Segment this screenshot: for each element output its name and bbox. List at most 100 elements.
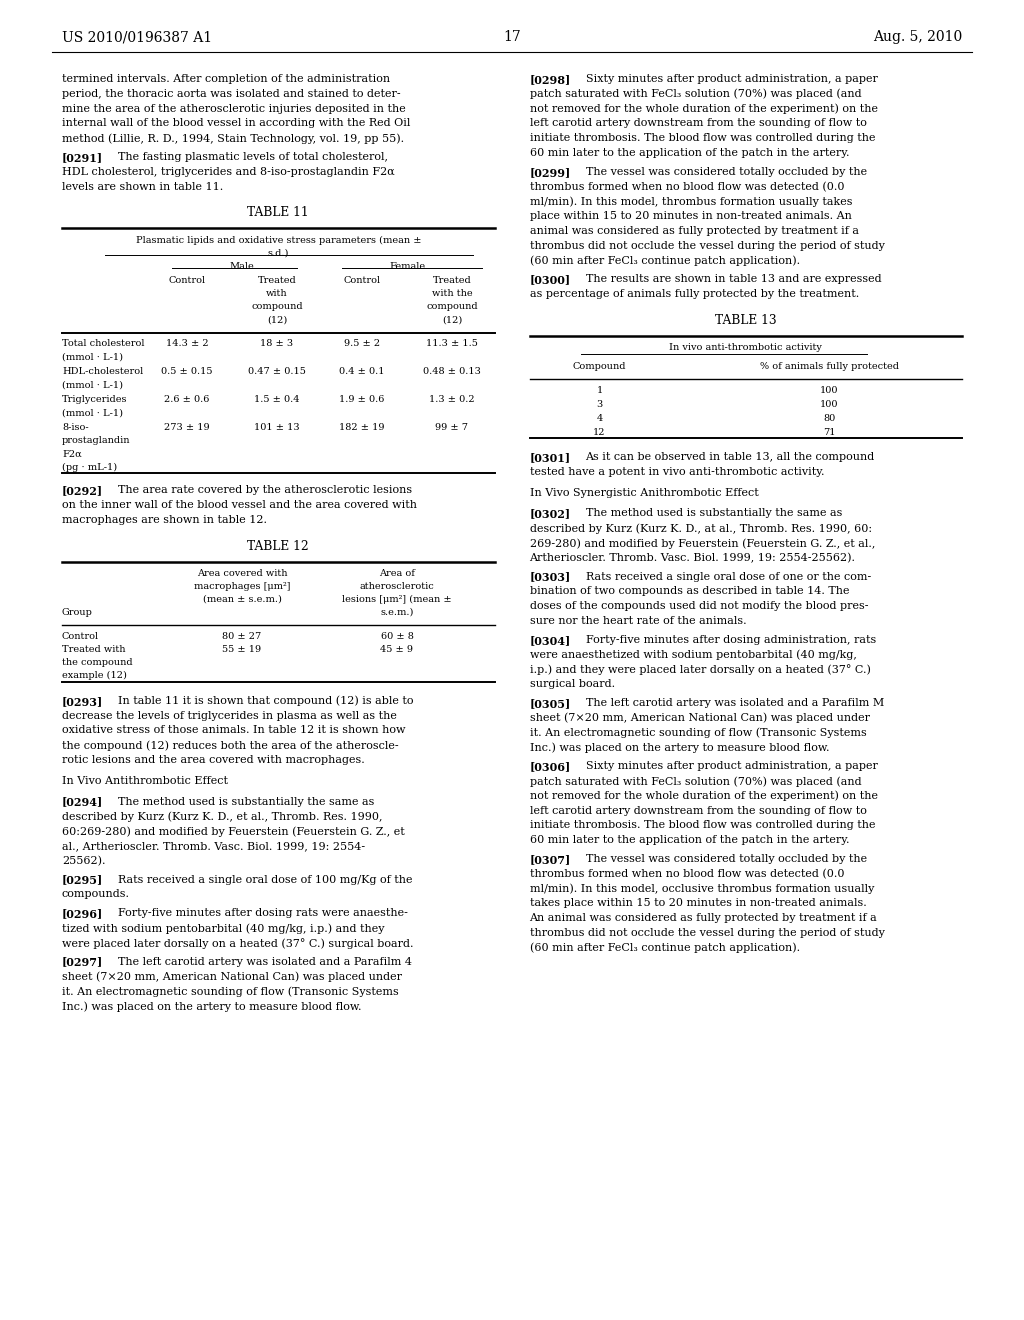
Text: animal was considered as fully protected by treatment if a: animal was considered as fully protected… <box>529 226 858 236</box>
Text: In vivo anti-thrombotic activity: In vivo anti-thrombotic activity <box>670 343 822 352</box>
Text: [0298]: [0298] <box>529 74 570 84</box>
Text: example (12): example (12) <box>62 671 127 680</box>
Text: not removed for the whole duration of the experiment) on the: not removed for the whole duration of th… <box>529 103 878 114</box>
Text: In Vivo Antithrombotic Effect: In Vivo Antithrombotic Effect <box>62 776 228 785</box>
Text: 269-280) and modified by Feuerstein (Feuerstein G. Z., et al.,: 269-280) and modified by Feuerstein (Feu… <box>529 539 874 549</box>
Text: 71: 71 <box>823 428 836 437</box>
Text: Aug. 5, 2010: Aug. 5, 2010 <box>872 30 962 44</box>
Text: doses of the compounds used did not modify the blood pres-: doses of the compounds used did not modi… <box>529 601 868 611</box>
Text: 14.3 ± 2: 14.3 ± 2 <box>166 339 208 348</box>
Text: 99 ± 7: 99 ± 7 <box>435 424 469 433</box>
Text: (mmol · L-1): (mmol · L-1) <box>62 408 123 417</box>
Text: TABLE 11: TABLE 11 <box>248 206 309 219</box>
Text: % of animals fully protected: % of animals fully protected <box>760 362 899 371</box>
Text: lesions [μm²] (mean ±: lesions [μm²] (mean ± <box>342 595 452 605</box>
Text: [0300]: [0300] <box>529 275 570 285</box>
Text: 0.4 ± 0.1: 0.4 ± 0.1 <box>339 367 385 376</box>
Text: Sixty minutes after product administration, a paper: Sixty minutes after product administrati… <box>586 74 878 84</box>
Text: 80 ± 27: 80 ± 27 <box>222 632 261 640</box>
Text: Control: Control <box>168 276 206 285</box>
Text: 60 min later to the application of the patch in the artery.: 60 min later to the application of the p… <box>529 148 849 158</box>
Text: thrombus did not occlude the vessel during the period of study: thrombus did not occlude the vessel duri… <box>529 240 885 251</box>
Text: Forty-five minutes after dosing administration, rats: Forty-five minutes after dosing administ… <box>586 635 876 644</box>
Text: 17: 17 <box>503 30 521 44</box>
Text: The left carotid artery was isolated and a Parafilm 4: The left carotid artery was isolated and… <box>118 957 412 966</box>
Text: ml/min). In this model, occlusive thrombus formation usually: ml/min). In this model, occlusive thromb… <box>529 883 873 894</box>
Text: [0301]: [0301] <box>529 451 570 463</box>
Text: (pg · mL-1): (pg · mL-1) <box>62 462 117 471</box>
Text: atherosclerotic: atherosclerotic <box>359 582 434 591</box>
Text: thrombus formed when no blood flow was detected (0.0: thrombus formed when no blood flow was d… <box>529 869 844 879</box>
Text: 8-iso-: 8-iso- <box>62 424 89 433</box>
Text: [0292]: [0292] <box>62 486 103 496</box>
Text: bination of two compounds as described in table 14. The: bination of two compounds as described i… <box>529 586 849 597</box>
Text: sheet (7×20 mm, American National Can) was placed under: sheet (7×20 mm, American National Can) w… <box>529 713 869 723</box>
Text: In Vivo Synergistic Anithrombotic Effect: In Vivo Synergistic Anithrombotic Effect <box>529 487 758 498</box>
Text: initiate thrombosis. The blood flow was controlled during the: initiate thrombosis. The blood flow was … <box>529 133 874 143</box>
Text: 1: 1 <box>596 385 603 395</box>
Text: 3: 3 <box>596 400 603 409</box>
Text: [0302]: [0302] <box>529 508 570 519</box>
Text: (60 min after FeCl₃ continue patch application).: (60 min after FeCl₃ continue patch appli… <box>529 942 800 953</box>
Text: prostaglandin: prostaglandin <box>62 437 130 445</box>
Text: Treated: Treated <box>258 276 296 285</box>
Text: 45 ± 9: 45 ± 9 <box>381 644 414 653</box>
Text: 2.6 ± 0.6: 2.6 ± 0.6 <box>164 396 210 404</box>
Text: 0.48 ± 0.13: 0.48 ± 0.13 <box>423 367 481 376</box>
Text: Total cholesterol: Total cholesterol <box>62 339 144 348</box>
Text: Group: Group <box>62 607 93 616</box>
Text: [0294]: [0294] <box>62 796 103 808</box>
Text: Area of: Area of <box>379 569 415 578</box>
Text: [0291]: [0291] <box>62 152 103 162</box>
Text: 0.47 ± 0.15: 0.47 ± 0.15 <box>248 367 306 376</box>
Text: [0303]: [0303] <box>529 572 570 582</box>
Text: Area covered with: Area covered with <box>197 569 288 578</box>
Text: oxidative stress of those animals. In table 12 it is shown how: oxidative stress of those animals. In ta… <box>62 726 406 735</box>
Text: [0306]: [0306] <box>529 762 570 772</box>
Text: were anaesthetized with sodium pentobarbital (40 mg/kg,: were anaesthetized with sodium pentobarb… <box>529 649 856 660</box>
Text: 4: 4 <box>596 414 603 422</box>
Text: 100: 100 <box>820 385 839 395</box>
Text: The fasting plasmatic levels of total cholesterol,: The fasting plasmatic levels of total ch… <box>118 152 388 162</box>
Text: Sixty minutes after product administration, a paper: Sixty minutes after product administrati… <box>586 762 878 771</box>
Text: (12): (12) <box>267 315 287 325</box>
Text: Male: Male <box>229 261 254 271</box>
Text: sure nor the heart rate of the animals.: sure nor the heart rate of the animals. <box>529 616 746 626</box>
Text: not removed for the whole duration of the experiment) on the: not removed for the whole duration of th… <box>529 791 878 801</box>
Text: 273 ± 19: 273 ± 19 <box>164 424 210 433</box>
Text: rotic lesions and the area covered with macrophages.: rotic lesions and the area covered with … <box>62 755 365 766</box>
Text: Inc.) was placed on the artery to measure blood flow.: Inc.) was placed on the artery to measur… <box>529 742 829 752</box>
Text: 1.9 ± 0.6: 1.9 ± 0.6 <box>339 396 385 404</box>
Text: HDL-cholesterol: HDL-cholesterol <box>62 367 143 376</box>
Text: i.p.) and they were placed later dorsally on a heated (37° C.): i.p.) and they were placed later dorsall… <box>529 664 870 676</box>
Text: ml/min). In this model, thrombus formation usually takes: ml/min). In this model, thrombus formati… <box>529 197 852 207</box>
Text: 60 ± 8: 60 ± 8 <box>381 632 414 640</box>
Text: [0307]: [0307] <box>529 854 570 865</box>
Text: Control: Control <box>343 276 381 285</box>
Text: Treated with: Treated with <box>62 644 126 653</box>
Text: it. An electromagnetic sounding of flow (Transonic Systems: it. An electromagnetic sounding of flow … <box>62 986 398 997</box>
Text: 55 ± 19: 55 ± 19 <box>222 644 261 653</box>
Text: [0305]: [0305] <box>529 698 570 709</box>
Text: [0296]: [0296] <box>62 908 103 919</box>
Text: initiate thrombosis. The blood flow was controlled during the: initiate thrombosis. The blood flow was … <box>529 821 874 830</box>
Text: compound: compound <box>251 302 303 312</box>
Text: The method used is substantially the same as: The method used is substantially the sam… <box>118 796 375 807</box>
Text: as percentage of animals fully protected by the treatment.: as percentage of animals fully protected… <box>529 289 859 300</box>
Text: with: with <box>266 289 288 298</box>
Text: described by Kurz (Kurz K. D., at al., Thromb. Res. 1990, 60:: described by Kurz (Kurz K. D., at al., T… <box>529 523 871 533</box>
Text: (mmol · L-1): (mmol · L-1) <box>62 352 123 362</box>
Text: internal wall of the blood vessel in according with the Red Oil: internal wall of the blood vessel in acc… <box>62 119 411 128</box>
Text: patch saturated with FeCl₃ solution (70%) was placed (and: patch saturated with FeCl₃ solution (70%… <box>529 776 861 787</box>
Text: method (Lillie, R. D., 1994, Stain Technology, vol. 19, pp 55).: method (Lillie, R. D., 1994, Stain Techn… <box>62 133 404 144</box>
Text: 100: 100 <box>820 400 839 409</box>
Text: 80: 80 <box>823 414 836 422</box>
Text: tested have a potent in vivo anti-thrombotic activity.: tested have a potent in vivo anti-thromb… <box>529 467 824 477</box>
Text: Compound: Compound <box>572 362 627 371</box>
Text: [0304]: [0304] <box>529 635 570 645</box>
Text: In table 11 it is shown that compound (12) is able to: In table 11 it is shown that compound (1… <box>118 696 414 706</box>
Text: decrease the levels of triglycerides in plasma as well as the: decrease the levels of triglycerides in … <box>62 710 397 721</box>
Text: patch saturated with FeCl₃ solution (70%) was placed (and: patch saturated with FeCl₃ solution (70%… <box>529 88 861 99</box>
Text: Rats received a single oral dose of 100 mg/Kg of the: Rats received a single oral dose of 100 … <box>118 875 413 884</box>
Text: thrombus did not occlude the vessel during the period of study: thrombus did not occlude the vessel duri… <box>529 928 885 939</box>
